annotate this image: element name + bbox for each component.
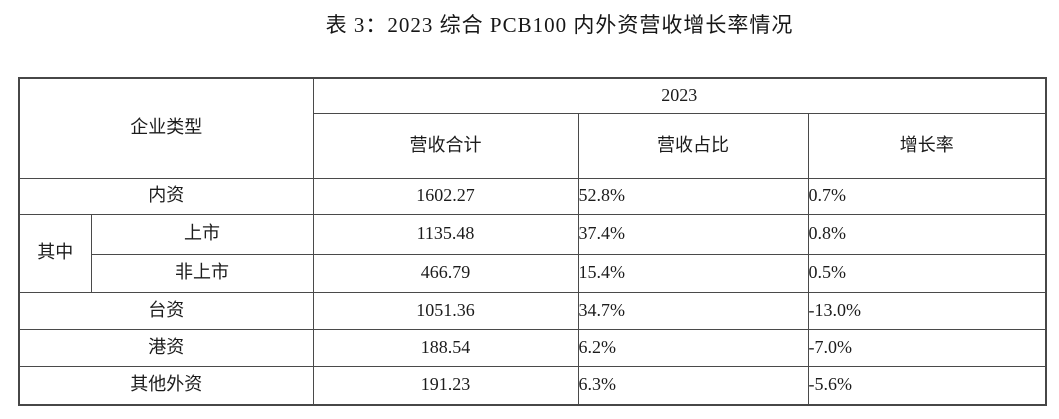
cell-revenue-share: 6.3% [577,365,809,406]
cell-growth-rate: 0.7% [807,177,1047,215]
row-label-taiwan: 台资 [18,291,314,330]
cell-growth-rate: -7.0% [807,328,1047,367]
cell-growth-rate: -13.0% [807,291,1047,330]
cell-revenue-total: 466.79 [312,253,579,293]
header-row-metrics: 营收合计 营收占比 增长率 [19,112,1047,179]
header-revenue-total: 营收合计 [312,112,579,179]
table-row-taiwan: 台资 1051.36 34.7% -13.0% [18,291,1047,330]
header-growth-rate: 增长率 [807,112,1047,179]
header-enterprise-type: 企业类型 [18,77,314,179]
header-row-year: 企业类型 2023 [18,77,1047,179]
cell-revenue-total: 1602.27 [312,177,579,215]
table-row-unlisted: 非上市 466.79 15.4% 0.5% [19,253,1047,293]
cell-revenue-total: 188.54 [312,328,579,367]
cell-growth-rate: 0.5% [807,253,1047,293]
row-label-unlisted: 非上市 [90,253,314,293]
row-label-other-foreign: 其他外资 [18,365,314,406]
cell-revenue-total: 191.23 [312,365,579,406]
header-revenue-share: 营收占比 [577,112,809,179]
table-row-other-foreign: 其他外资 191.23 6.3% -5.6% [18,365,1047,406]
cell-revenue-share: 37.4% [577,213,809,255]
row-label-hongkong: 港资 [18,328,314,367]
cell-growth-rate: 0.8% [807,213,1047,255]
table-row-domestic: 内资 1602.27 52.8% 0.7% [18,177,1047,215]
table-row-hongkong: 港资 188.54 6.2% -7.0% [18,328,1047,367]
cell-growth-rate: -5.6% [807,365,1047,406]
header-year: 2023 [312,77,1047,114]
group-label-among-which: 其中 [18,213,92,293]
cell-revenue-share: 6.2% [577,328,809,367]
table-row-listed: 其中 上市 1135.48 37.4% 0.8% [18,213,1047,293]
cell-revenue-total: 1051.36 [312,291,579,330]
row-label-listed: 上市 [90,213,314,255]
cell-revenue-total: 1135.48 [312,213,579,255]
revenue-growth-table: 企业类型 2023 营收合计 营收占比 增长率 内资 1602.27 52.8%… [18,77,1047,406]
cell-revenue-share: 52.8% [577,177,809,215]
cell-revenue-share: 34.7% [577,291,809,330]
cell-revenue-share: 15.4% [577,253,809,293]
row-label-domestic: 内资 [18,177,314,215]
table-title: 表 3：2023 综合 PCB100 内外资营收增长率情况 [325,13,794,37]
